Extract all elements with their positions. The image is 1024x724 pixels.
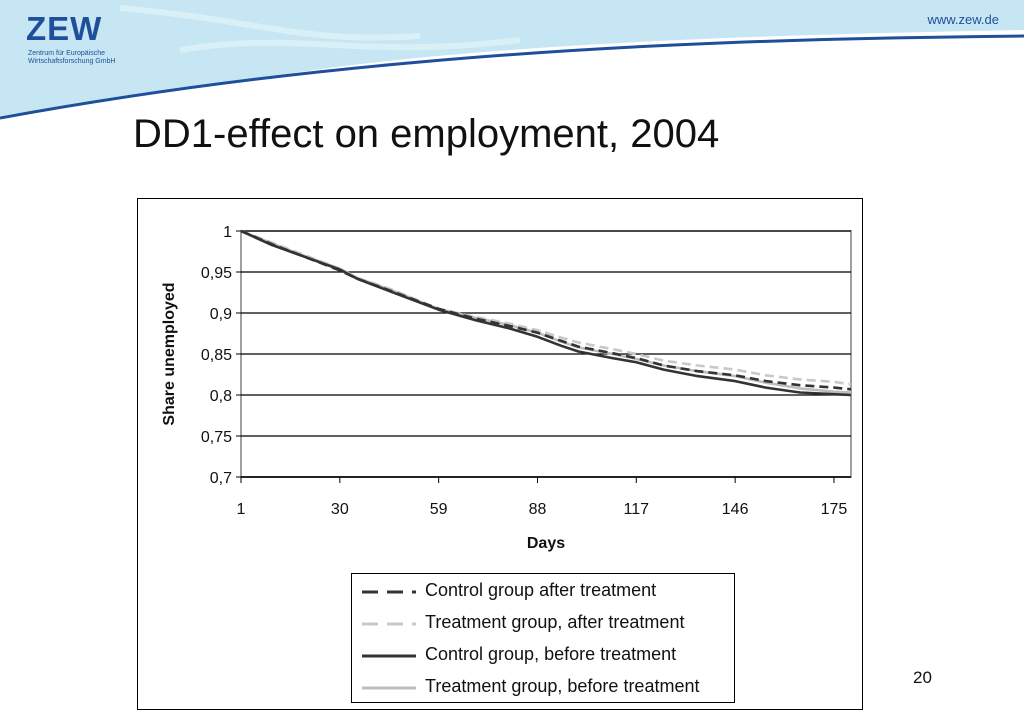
x-tick-label: 59 <box>430 501 448 518</box>
logo-subtitle-line2: Wirtschaftsforschung GmbH <box>28 58 116 65</box>
page-number: 20 <box>913 668 932 687</box>
y-tick-label: 0,9 <box>210 306 232 323</box>
legend-label: Control group, before treatment <box>425 644 677 664</box>
legend-item-treatment-after: Treatment group, after treatment <box>352 610 734 638</box>
x-tick-label: 1 <box>237 501 246 518</box>
site-url[interactable]: www.zew.de <box>927 12 999 27</box>
wave-background <box>0 0 1024 120</box>
y-tick-label: 0,7 <box>210 470 232 487</box>
x-tick-label: 146 <box>722 501 749 518</box>
legend-swatch-solid-dark <box>362 654 416 658</box>
legend-item-control-after: Control group after treatment <box>352 578 734 606</box>
slide-title: DD1-effect on employment, 2004 <box>133 112 720 156</box>
legend-item-control-before: Control group, before treatment <box>352 642 734 670</box>
y-axis-title: Share unemployed <box>161 282 178 425</box>
chart-legend: Control group after treatment Treatment … <box>351 573 735 703</box>
x-tick-label: 30 <box>331 501 349 518</box>
header-banner: ZEW Zentrum für Europäische Wirtschaftsf… <box>0 0 1024 120</box>
chart-frame: 0,7 0,75 0,8 0,85 0,9 0,95 1 1 30 59 88 117 146 175 Da… <box>137 198 863 710</box>
y-tick-label: 0,8 <box>210 388 232 405</box>
series-line-3 <box>240 229 852 394</box>
series-line-1 <box>240 229 852 386</box>
legend-label: Treatment group, after treatment <box>425 612 685 632</box>
y-tick-label: 0,95 <box>201 265 232 282</box>
x-tick-label: 88 <box>529 501 547 518</box>
logo-subtitle-line1: Zentrum für Europäische <box>28 50 106 57</box>
x-tick-label: 117 <box>624 501 650 518</box>
y-tick-label: 1 <box>223 224 232 241</box>
legend-item-treatment-before: Treatment group, before treatment <box>352 674 734 702</box>
legend-swatch-dashed-light <box>362 622 416 626</box>
legend-label: Treatment group, before treatment <box>425 676 700 696</box>
series-line-0 <box>240 229 852 391</box>
x-tick-label: 175 <box>821 501 848 518</box>
logo: ZEW <box>26 10 103 47</box>
legend-label: Control group after treatment <box>425 580 657 600</box>
line-chart: 0,7 0,75 0,8 0,85 0,9 0,95 1 1 30 59 88 117 146 175 Da… <box>161 224 852 552</box>
legend-swatch-dashed-dark <box>362 590 416 594</box>
y-tick-label: 0,75 <box>201 429 232 446</box>
legend-swatch-solid-light <box>362 686 416 690</box>
y-tick-label: 0,85 <box>201 347 232 364</box>
x-axis-title: Days <box>527 535 565 552</box>
